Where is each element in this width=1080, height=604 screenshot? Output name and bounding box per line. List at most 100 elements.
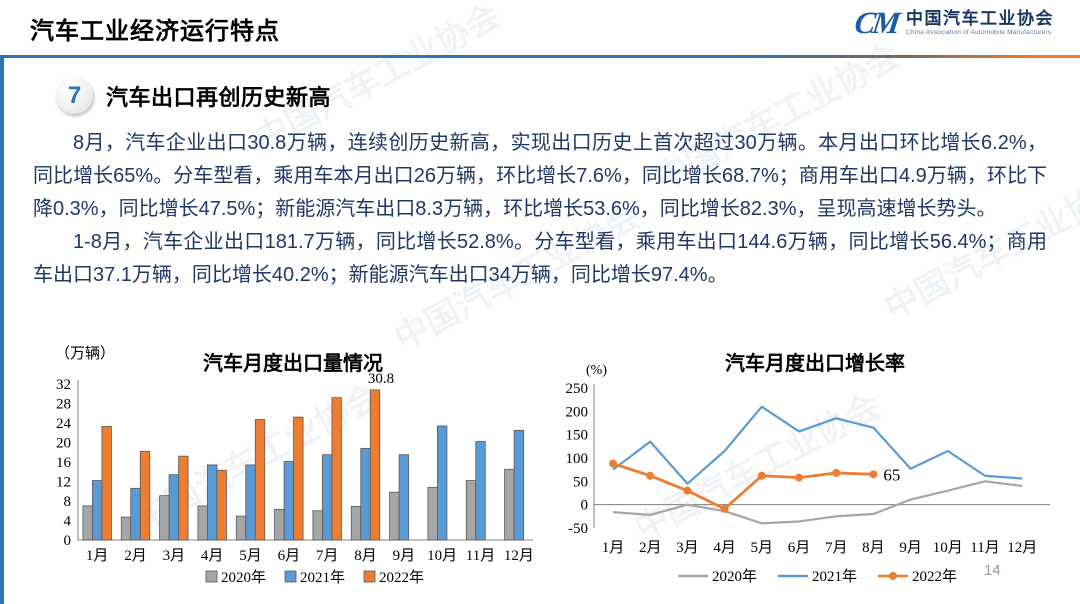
paragraph-jan-aug-exports: 1-8月，汽车企业出口181.7万辆，同比增长52.8%。分车型看，乘用车出口1… <box>33 231 1047 286</box>
x-tick-label: 10月 <box>427 548 457 564</box>
x-tick-label: 3月 <box>676 540 699 556</box>
x-tick-label: 3月 <box>163 548 186 564</box>
marker-2022年 <box>609 459 617 468</box>
y-tick-label: 200 <box>566 404 589 420</box>
line-2021年 <box>612 405 1023 485</box>
y-tick-label: 28 <box>56 397 71 413</box>
bar-2021年-12月 <box>513 429 524 541</box>
bar-2021年-6月 <box>283 461 294 541</box>
x-tick-label: 9月 <box>393 548 416 564</box>
line-chart-svg: 汽车月度出口增长率 (%) 250 200 150 100 50 0 -50 1月 2月 3月 4月 5月… <box>566 351 1050 585</box>
line-2022年 <box>612 462 874 511</box>
chart-title: 汽车月度出口量情况 <box>203 351 383 375</box>
x-tick-label: 12月 <box>504 548 533 564</box>
bar-2020年-12月 <box>504 468 515 541</box>
x-tick-label: 8月 <box>862 540 885 556</box>
x-tick-label: 7月 <box>825 540 848 556</box>
legend-swatch-2022年 <box>363 570 376 583</box>
left-edge-stripe <box>0 58 4 604</box>
y-tick-label: 150 <box>566 428 589 444</box>
marker-2022年 <box>757 471 766 480</box>
bar-2020年-1月 <box>82 505 93 541</box>
y-tick-label: 16 <box>56 455 72 471</box>
y-axis-unit-label: （万辆） <box>55 345 115 362</box>
y-tick-label: 12 <box>56 475 71 491</box>
x-tick-label: 7月 <box>316 548 339 564</box>
x-tick-label: 6月 <box>788 540 811 556</box>
x-tick-label: 10月 <box>933 540 963 556</box>
bar-2021年-3月 <box>168 474 179 541</box>
x-tick-label: 1月 <box>86 548 109 564</box>
bar-2020年-11月 <box>465 480 477 541</box>
y-tick-label: 8 <box>64 494 72 510</box>
bar-2021年-11月 <box>475 441 486 541</box>
bar-2022年-5月 <box>254 419 266 541</box>
data-label-max-export: 30.8 <box>368 371 394 387</box>
x-tick-label: 6月 <box>278 548 301 564</box>
legend-label-2020年: 2020年 <box>221 569 266 586</box>
bar-2020年-3月 <box>159 495 170 541</box>
bar-2022年-6月 <box>293 416 304 541</box>
bar-2021年-7月 <box>322 454 333 541</box>
bar-2021年-1月 <box>92 480 103 541</box>
legend-swatch-2021年 <box>284 570 297 583</box>
x-tick-label: 2月 <box>124 548 147 564</box>
bar-chart-svg: 汽车月度出口量情况 （万辆） 0 4 8 12 16 20 24 28 32 1月 2月 3月 4月 5月 6月… <box>55 345 540 586</box>
bar-2020年-9月 <box>389 491 400 541</box>
page-number: 14 <box>984 562 1001 579</box>
bar-2021年-4月 <box>207 464 218 541</box>
org-logo: CM 中国汽车工业协会 China Association of Automob… <box>852 5 1054 40</box>
x-tick-label: 11月 <box>970 540 999 556</box>
chart-monthly-export-growth-rate: 汽车月度出口增长率 (%) 250 200 150 100 50 0 -50 1月 2月 3月 4月 5月… <box>550 340 1055 600</box>
line-2020年 <box>612 480 1023 525</box>
bar-2020年-10月 <box>427 486 438 541</box>
bar-2022年-8月 <box>369 389 381 541</box>
x-tick-label: 2月 <box>639 540 662 556</box>
bar-2021年-2月 <box>130 487 141 541</box>
bar-2020年-4月 <box>197 505 208 541</box>
legend-label-2021年: 2021年 <box>812 568 857 585</box>
page-title: 汽车工业经济运行特点 <box>30 18 280 45</box>
bar-2022年-7月 <box>331 397 342 541</box>
bar-2020年-6月 <box>274 508 285 541</box>
y-tick-label: 100 <box>566 451 589 467</box>
y-tick-label: 20 <box>56 436 71 452</box>
bar-2021年-5月 <box>245 464 256 541</box>
bar-2020年-7月 <box>312 510 323 541</box>
legend-marker-2022年 <box>889 572 897 580</box>
bar-2020年-5月 <box>235 515 247 541</box>
body-text: 8月，汽车企业出口30.8万辆，连续创历史新高，实现出口历史上首次超过30万辆。… <box>33 127 1047 292</box>
section-title: 汽车出口再创历史新高 <box>106 84 332 110</box>
header-divider <box>0 55 1080 58</box>
logo-text: 中国汽车工业协会 China Association of Automobile… <box>906 9 1054 36</box>
bar-2020年-2月 <box>120 516 132 541</box>
bar-2022年-1月 <box>101 426 112 541</box>
x-tick-label: 11月 <box>466 548 495 564</box>
section-heading: 7 汽车出口再创历史新高 <box>56 77 331 114</box>
x-tick-label: 4月 <box>713 540 736 556</box>
x-tick-label: 9月 <box>899 540 922 556</box>
x-tick-label: 1月 <box>602 540 625 556</box>
bar-2021年-8月 <box>360 447 371 541</box>
y-tick-label: 4 <box>64 514 72 530</box>
bar-2022年-3月 <box>178 455 189 541</box>
marker-2022年 <box>869 470 878 479</box>
y-tick-label: 250 <box>566 381 589 397</box>
legend-label-2020年: 2020年 <box>712 568 757 585</box>
marker-2022年 <box>832 468 841 477</box>
chart-title: 汽车月度出口增长率 <box>725 351 905 375</box>
marker-2022年 <box>720 504 729 513</box>
bar-2020年-8月 <box>350 505 362 541</box>
y-axis-unit-label: (%) <box>586 363 607 378</box>
x-tick-label: 8月 <box>354 548 377 564</box>
logo-org-name-cn: 中国汽车工业协会 <box>906 9 1054 29</box>
cam-logo-icon: CM <box>852 5 900 40</box>
y-tick-label: -50 <box>568 521 588 537</box>
data-label-aug-growth: 65 <box>883 465 900 484</box>
section-number-badge: 7 <box>56 77 93 114</box>
legend-label-2021年: 2021年 <box>300 569 345 586</box>
x-tick-label: 5月 <box>239 548 262 564</box>
y-tick-label: 32 <box>56 377 71 393</box>
bar-2022年-4月 <box>216 469 227 541</box>
